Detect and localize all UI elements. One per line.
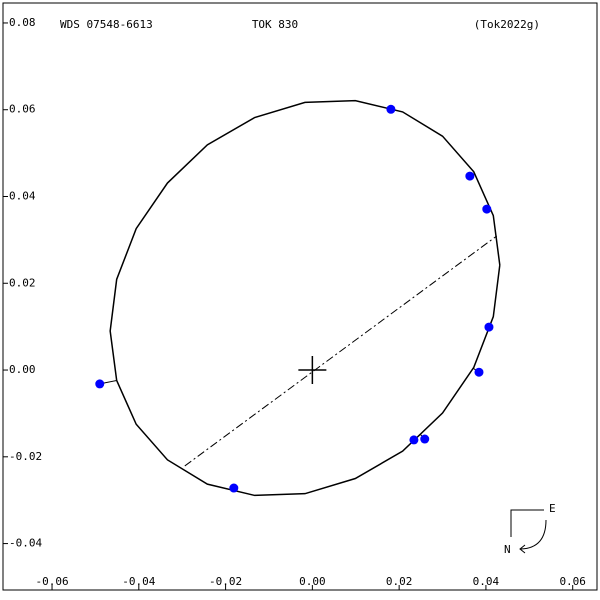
x-tick-label: -0.06	[35, 575, 68, 588]
observation	[95, 379, 105, 389]
orbit	[109, 99, 501, 497]
x-tick-label: -0.02	[209, 575, 242, 588]
frame	[2, 2, 598, 591]
observation	[484, 322, 494, 332]
annotation: (Tok2022g)	[474, 18, 540, 31]
x-tick-label: 0.04	[473, 575, 500, 588]
chart-title: WDS 07548-6613	[60, 18, 153, 31]
compass: E N	[504, 502, 556, 556]
y-tick-label: 0.00	[9, 363, 36, 376]
observation	[229, 483, 239, 493]
compass-arm	[510, 509, 544, 537]
observation	[465, 171, 475, 181]
y-tick-label: 0.04	[9, 189, 36, 202]
x-tick-label: -0.04	[122, 575, 155, 588]
y-tick-label: -0.02	[9, 450, 42, 463]
y-tick-label: 0.08	[9, 16, 36, 29]
chart-subtitle: TOK 830	[252, 18, 298, 31]
observation	[474, 367, 484, 377]
compass-arrowhead	[519, 544, 526, 554]
y-tick-label: 0.06	[9, 103, 36, 116]
observation	[420, 434, 430, 444]
compass-arrow	[520, 519, 547, 550]
observation	[386, 104, 396, 114]
line-of-nodes	[184, 235, 498, 467]
x-tick-label: 0.02	[386, 575, 413, 588]
observation	[409, 435, 419, 445]
y-tick-label: -0.04	[9, 537, 42, 550]
primary-star	[298, 356, 327, 385]
x-tick-label: 0.00	[299, 575, 326, 588]
y-tick-label: 0.02	[9, 276, 36, 289]
observation	[482, 204, 492, 214]
x-tick-label: 0.06	[559, 575, 586, 588]
compass-north: N	[504, 543, 511, 556]
compass-east: E	[549, 502, 556, 515]
